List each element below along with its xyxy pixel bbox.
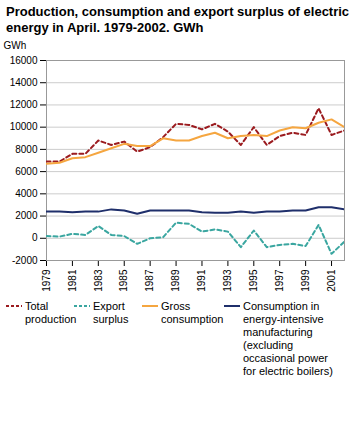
svg-text:1981: 1981 [67,269,78,292]
html-text:Production, consumption and ex: Production, consumption and export surpl… [6,4,350,35]
svg-text:8000: 8000 [15,144,38,155]
html-text:Consumption in energy-intensiv: Consumption in energy-intensive manufact… [243,300,333,377]
svg-text:6000: 6000 [15,166,38,177]
svg-text:1983: 1983 [93,269,104,292]
svg-text:1989: 1989 [170,269,181,292]
svg-text:1991: 1991 [196,269,207,292]
html-text:Total production: Total production [25,300,77,325]
svg-text:1999: 1999 [300,269,311,292]
svg-text:1979: 1979 [41,269,52,292]
svg-text:1995: 1995 [248,269,259,292]
svg-text:1993: 1993 [222,269,233,292]
svg-text:10000: 10000 [10,121,38,132]
svg-text:1985: 1985 [118,269,129,292]
svg-text:0: 0 [32,232,38,243]
svg-text:16000: 16000 [10,55,38,66]
html-text:Gross consumption: Gross consumption [161,300,224,325]
svg-text:1997: 1997 [274,269,285,292]
svg-text:1987: 1987 [144,269,155,292]
svg-text:14000: 14000 [10,77,38,88]
svg-text:2001: 2001 [326,269,337,292]
svg-text:-2000: -2000 [12,255,38,266]
html-text:Export surplus: Export surplus [93,300,129,325]
svg-text:12000: 12000 [10,99,38,110]
svg-text:GWh: GWh [4,40,27,51]
svg-text:4000: 4000 [15,188,38,199]
svg-text:2000: 2000 [15,210,38,221]
